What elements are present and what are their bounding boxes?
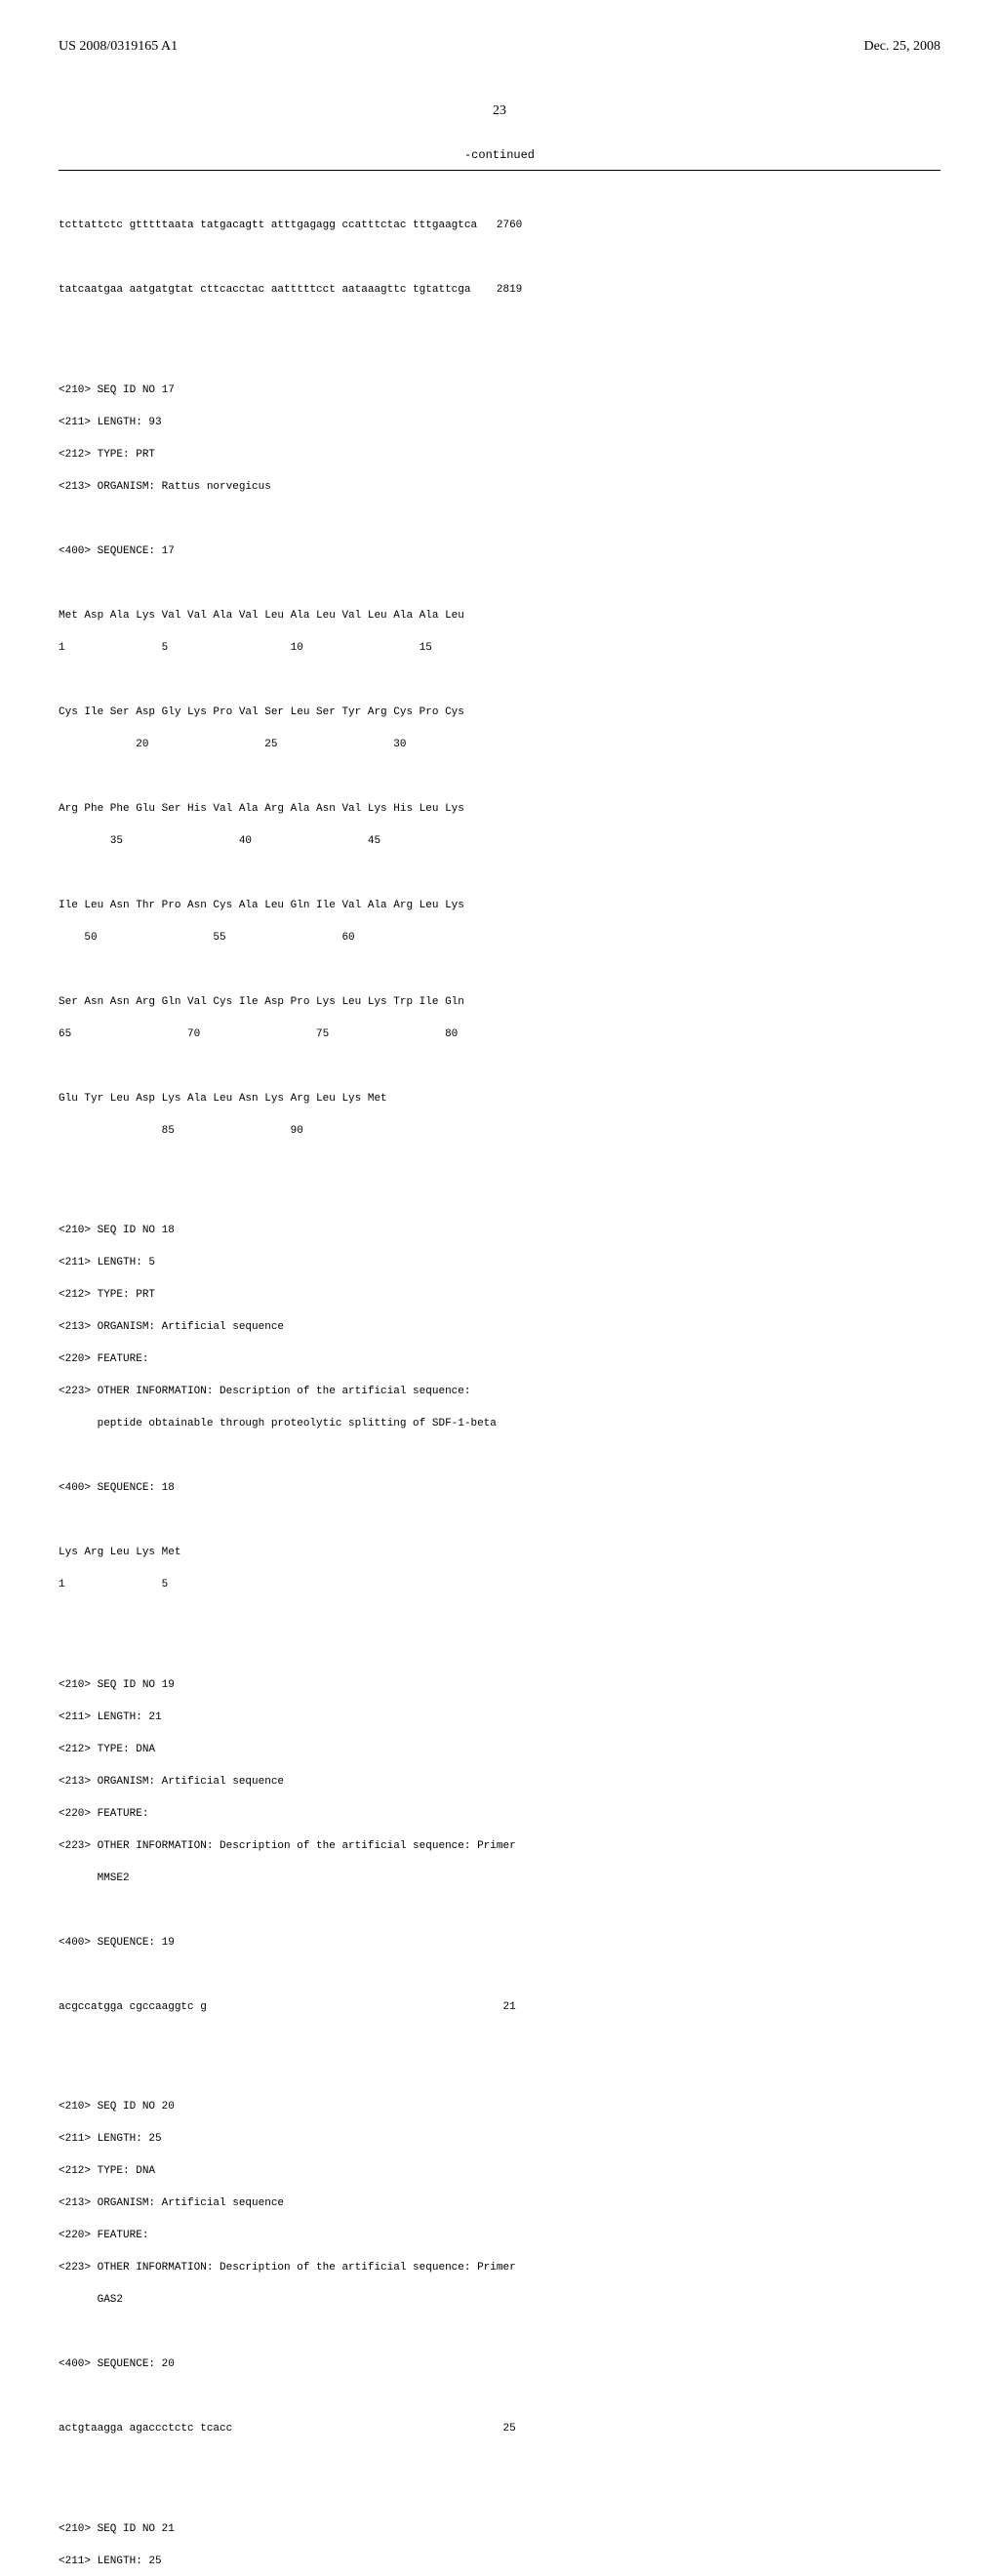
- dna-line: actgtaagga agaccctctc tcacc 25: [59, 2421, 940, 2437]
- seq-header: <212> TYPE: PRT: [59, 447, 940, 463]
- continued-label: -continued: [59, 148, 940, 162]
- seq-line: tatcaatgaa aatgatgtat cttcacctac aattttt…: [59, 282, 940, 299]
- seq-header: <212> TYPE: PRT: [59, 1287, 940, 1304]
- protein-num: 65 70 75 80: [59, 1026, 940, 1043]
- seq-header: <400> SEQUENCE: 18: [59, 1480, 940, 1497]
- seq-header: <220> FEATURE:: [59, 1806, 940, 1823]
- seq-header: <223> OTHER INFORMATION: Description of …: [59, 1384, 940, 1400]
- seq-header: <400> SEQUENCE: 20: [59, 2356, 940, 2373]
- seq-header: <210> SEQ ID NO 21: [59, 2521, 940, 2538]
- publication-date: Dec. 25, 2008: [863, 39, 940, 55]
- seq-header: <210> SEQ ID NO 18: [59, 1223, 940, 1239]
- protein-line: Lys Arg Leu Lys Met: [59, 1545, 940, 1561]
- seq-header: GAS2: [59, 2292, 940, 2309]
- seq-17: <210> SEQ ID NO 17 <211> LENGTH: 93 <212…: [59, 366, 940, 1155]
- seq-header: <211> LENGTH: 25: [59, 2554, 940, 2570]
- seq-20: <210> SEQ ID NO 20 <211> LENGTH: 25 <212…: [59, 2083, 940, 2454]
- seq-header: <211> LENGTH: 93: [59, 415, 940, 431]
- seq-header: <212> TYPE: DNA: [59, 1742, 940, 1758]
- dna-line: acgccatgga cgccaaggtc g 21: [59, 1999, 940, 2016]
- seq-line: tcttattctc gtttttaata tatgacagtt atttgag…: [59, 218, 940, 234]
- seq-header: <223> OTHER INFORMATION: Description of …: [59, 2260, 940, 2276]
- seq-header: <212> TYPE: DNA: [59, 2163, 940, 2180]
- seq-header: <220> FEATURE:: [59, 2228, 940, 2244]
- publication-number: US 2008/0319165 A1: [59, 39, 178, 55]
- protein-num: 85 90: [59, 1123, 940, 1140]
- seq-19: <210> SEQ ID NO 19 <211> LENGTH: 21 <212…: [59, 1661, 940, 2032]
- seq-header: <211> LENGTH: 5: [59, 1255, 940, 1271]
- sequence-listing: tcttattctc gtttttaata tatgacagtt atttgag…: [59, 185, 940, 2576]
- seq-header: <211> LENGTH: 25: [59, 2131, 940, 2148]
- seq-header: <223> OTHER INFORMATION: Description of …: [59, 1838, 940, 1855]
- seq-header: peptide obtainable through proteolytic s…: [59, 1416, 940, 1432]
- seq-21: <210> SEQ ID NO 21 <211> LENGTH: 25 <212…: [59, 2505, 940, 2576]
- seq-18: <210> SEQ ID NO 18 <211> LENGTH: 5 <212>…: [59, 1207, 940, 1610]
- seq-header: <210> SEQ ID NO 19: [59, 1677, 940, 1694]
- protein-line: Cys Ile Ser Asp Gly Lys Pro Val Ser Leu …: [59, 704, 940, 721]
- seq-header: <213> ORGANISM: Artificial sequence: [59, 1774, 940, 1791]
- seq-header: MMSE2: [59, 1871, 940, 1887]
- seq-header: <213> ORGANISM: Rattus norvegicus: [59, 479, 940, 496]
- protein-num: 50 55 60: [59, 930, 940, 946]
- protein-line: Ser Asn Asn Arg Gln Val Cys Ile Asp Pro …: [59, 994, 940, 1011]
- seq-header: <210> SEQ ID NO 20: [59, 2099, 940, 2115]
- seq-header: <213> ORGANISM: Artificial sequence: [59, 2195, 940, 2212]
- page-header: US 2008/0319165 A1 Dec. 25, 2008: [59, 39, 940, 55]
- seq-header: <220> FEATURE:: [59, 1351, 940, 1368]
- page-number: 23: [59, 103, 940, 119]
- protein-line: Met Asp Ala Lys Val Val Ala Val Leu Ala …: [59, 608, 940, 624]
- seq-fragment: tcttattctc gtttttaata tatgacagtt atttgag…: [59, 202, 940, 315]
- seq-header: <400> SEQUENCE: 19: [59, 1935, 940, 1952]
- protein-line: Ile Leu Asn Thr Pro Asn Cys Ala Leu Gln …: [59, 898, 940, 914]
- protein-num: 1 5 10 15: [59, 640, 940, 657]
- divider: [59, 170, 940, 171]
- protein-num: 1 5: [59, 1577, 940, 1593]
- seq-header: <211> LENGTH: 21: [59, 1710, 940, 1726]
- protein-line: Arg Phe Phe Glu Ser His Val Ala Arg Ala …: [59, 801, 940, 818]
- protein-num: 20 25 30: [59, 737, 940, 753]
- seq-header: <400> SEQUENCE: 17: [59, 543, 940, 560]
- seq-header: <213> ORGANISM: Artificial sequence: [59, 1319, 940, 1336]
- protein-num: 35 40 45: [59, 833, 940, 850]
- protein-line: Glu Tyr Leu Asp Lys Ala Leu Asn Lys Arg …: [59, 1091, 940, 1107]
- seq-header: <210> SEQ ID NO 17: [59, 382, 940, 399]
